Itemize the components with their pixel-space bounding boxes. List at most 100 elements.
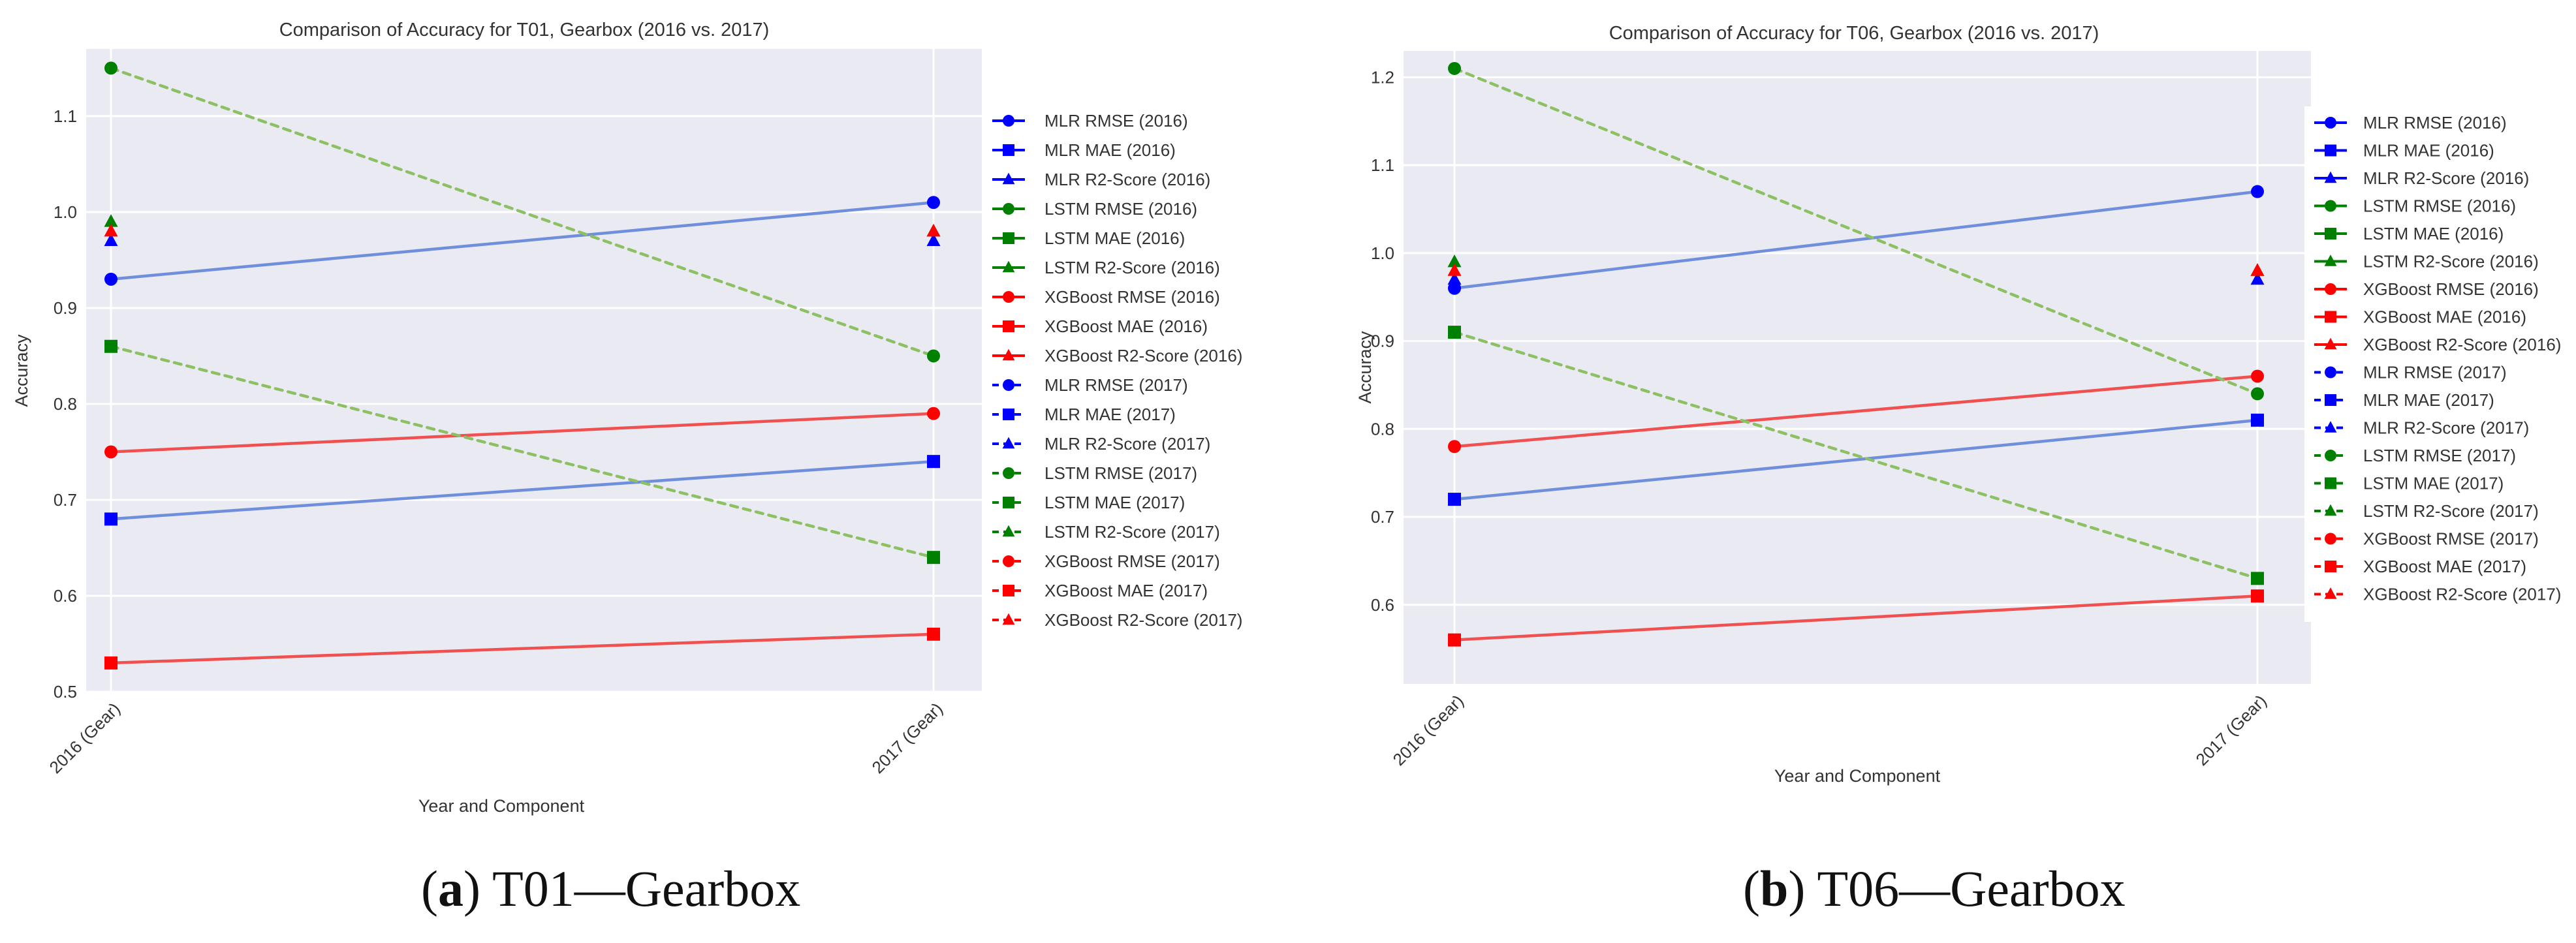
point-lstm-r2-score-2016-2016 (1447, 254, 1462, 268)
legend-entry-lstm-rmse-2017: LSTM RMSE (2017) (2314, 446, 2516, 465)
legend-entry-xgboost-rmse-2016: XGBoost RMSE (2016) (2314, 279, 2539, 299)
legend-label: LSTM MAE (2017) (2363, 474, 2504, 493)
legend-marker (2325, 117, 2336, 129)
point-xgboost-rmse-2016-2016 (104, 445, 118, 459)
legend-label: XGBoost MAE (2016) (2363, 307, 2526, 327)
connector-mlr-mae-2016 (109, 459, 935, 521)
legend-label: XGBoost MAE (2016) (1045, 317, 1208, 336)
y-axis-label: Accuracy (12, 334, 31, 407)
legend-entry-lstm-r2-score-2016: LSTM R2-Score (2016) (992, 258, 1220, 277)
legend-marker (1003, 320, 1014, 332)
legend-entry-xgboost-mae-2017: XGBoost MAE (2017) (2314, 557, 2526, 576)
legend-label: MLR R2-Score (2016) (1045, 170, 1210, 189)
legend-marker (1003, 115, 1014, 127)
legend-marker (2324, 421, 2337, 433)
legend-entry-lstm-mae-2016: LSTM MAE (2016) (992, 228, 1185, 248)
legend-entry-xgboost-rmse-2017: XGBoost RMSE (2017) (2314, 529, 2539, 549)
connector-xgboost-mae-2016 (109, 632, 935, 665)
legend-marker (1002, 525, 1015, 537)
chart-title: Comparison of Accuracy for T01, Gearbox … (279, 20, 770, 40)
legend-entry-lstm-mae-2017: LSTM MAE (2017) (2314, 474, 2504, 493)
legend-label: XGBoost RMSE (2017) (2363, 529, 2539, 549)
point-mlr-mae-2016-2016 (104, 512, 118, 526)
y-tick-label: 1.1 (1371, 155, 1394, 175)
legend-label: XGBoost R2-Score (2017) (2363, 585, 2561, 604)
point-lstm-r2-score-2016-2016 (104, 214, 118, 227)
caption-label: T06—Gearbox (1817, 860, 2125, 917)
legend-marker (1003, 497, 1014, 508)
legend-marker (1003, 555, 1014, 567)
connector-lstm-rmse-2016 (109, 67, 935, 358)
legend-marker (1002, 172, 1015, 185)
legend-marker (2325, 366, 2336, 379)
legend-marker (2325, 394, 2336, 406)
point-xgboost-mae-2016-2016 (104, 656, 118, 670)
legend-entry-xgboost-mae-2016: XGBoost MAE (2016) (992, 317, 1208, 336)
legend-label: MLR R2-Score (2016) (2363, 168, 2529, 188)
legend-label: MLR MAE (2016) (2363, 141, 2494, 161)
legend-marker (2324, 504, 2337, 516)
point-mlr-r2-score-2016-2016 (1447, 271, 1462, 285)
y-axis-label: Accuracy (1355, 331, 1375, 404)
connector-lstm-mae-2016 (109, 345, 935, 559)
point-xgboost-mae-2016-2016 (1448, 633, 1461, 647)
y-tick-label: 0.7 (54, 490, 77, 510)
point-xgboost-rmse-2016-2017 (2251, 369, 2264, 383)
legend-label: MLR MAE (2017) (2363, 390, 2494, 410)
legend-entry-mlr-r2-score-2016: MLR R2-Score (2016) (2314, 168, 2529, 188)
legend-entry-mlr-rmse-2017: MLR RMSE (2017) (992, 375, 1188, 395)
legend-marker (1003, 379, 1014, 391)
legend-entry-lstm-r2-score-2017: LSTM R2-Score (2017) (992, 522, 1220, 542)
caption-a: (a) T01—Gearbox (421, 860, 800, 917)
legend-entry-lstm-r2-score-2017: LSTM R2-Score (2017) (2314, 501, 2539, 521)
legend-label: MLR RMSE (2017) (1045, 375, 1188, 395)
caption-b: (b) T06—Gearbox (1743, 860, 2126, 917)
y-tick-label: 0.7 (1371, 507, 1394, 527)
legend-marker (2325, 200, 2336, 212)
legend-entry-xgboost-rmse-2017: XGBoost RMSE (2017) (992, 551, 1220, 571)
legend-marker (2325, 144, 2336, 157)
legend-label: LSTM R2-Score (2016) (1045, 258, 1220, 277)
point-xgboost-rmse-2016-2016 (1448, 440, 1461, 454)
legend-entry-mlr-mae-2016: MLR MAE (2016) (992, 140, 1176, 160)
point-mlr-r2-score-2016-2017 (926, 233, 941, 247)
legend-marker (1003, 232, 1014, 244)
point-lstm-rmse-2016-2017 (927, 349, 940, 363)
connector-xgboost-mae-2016 (1453, 595, 2259, 642)
legend-entry-mlr-rmse-2017: MLR RMSE (2017) (2314, 363, 2507, 382)
legend-entry-lstm-rmse-2016: LSTM RMSE (2016) (992, 199, 1197, 219)
legend-box (2304, 106, 2572, 622)
legend-label: MLR RMSE (2016) (1045, 111, 1188, 131)
legend-marker (2325, 228, 2336, 240)
caption-letter: a (438, 860, 463, 917)
x-axis-label: Year and Component (1774, 766, 1941, 786)
legend-label: LSTM MAE (2016) (1045, 228, 1185, 248)
point-xgboost-r2-score-2016-2016 (104, 223, 118, 237)
legend-label: XGBoost R2-Score (2017) (1045, 610, 1242, 630)
legend-marker (1003, 144, 1014, 156)
point-mlr-rmse-2016-2017 (927, 196, 940, 209)
legend-marker (2325, 311, 2336, 323)
legend-label: XGBoost MAE (2017) (1045, 581, 1208, 600)
point-xgboost-mae-2016-2017 (927, 627, 940, 641)
legend-entry-mlr-mae-2017: MLR MAE (2017) (992, 405, 1176, 424)
point-lstm-rmse-2016-2017 (2251, 387, 2264, 401)
caption-label: T01—Gearbox (492, 860, 800, 917)
legend-marker (2325, 533, 2336, 545)
legend-label: MLR RMSE (2016) (2363, 113, 2507, 132)
legend-entry-mlr-mae-2017: MLR MAE (2017) (2314, 390, 2494, 410)
legend-entry-mlr-rmse-2016: MLR RMSE (2016) (2314, 113, 2507, 132)
point-xgboost-rmse-2016-2017 (927, 407, 940, 420)
chart-title: Comparison of Accuracy for T06, Gearbox … (1609, 23, 2099, 44)
point-lstm-rmse-2016-2016 (104, 61, 118, 75)
legend-marker (1003, 409, 1014, 420)
point-mlr-r2-score-2016-2016 (104, 233, 118, 247)
y-tick-label: 0.8 (54, 394, 77, 414)
legend-label: LSTM MAE (2017) (1045, 493, 1185, 512)
legend-label: LSTM RMSE (2017) (2363, 446, 2516, 465)
point-mlr-mae-2016-2017 (2251, 413, 2264, 427)
legend-label: MLR R2-Score (2017) (2363, 418, 2529, 438)
legend-entry-xgboost-r2-score-2017: XGBoost R2-Score (2017) (992, 610, 1242, 630)
point-mlr-rmse-2016-2016 (1448, 281, 1461, 295)
